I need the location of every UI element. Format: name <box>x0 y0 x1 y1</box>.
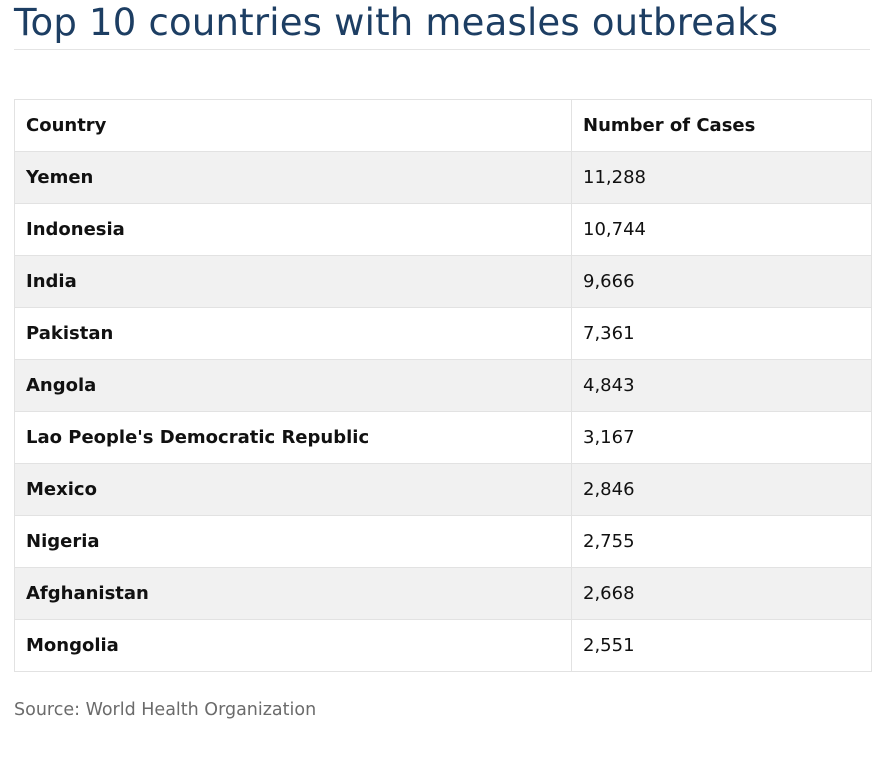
country-cell: Mexico <box>14 463 572 516</box>
cases-cell: 2,668 <box>571 567 872 620</box>
country-cell: Angola <box>14 359 572 412</box>
cases-cell: 7,361 <box>571 307 872 360</box>
cases-cell: 2,846 <box>571 463 872 516</box>
country-cell: Indonesia <box>14 203 572 256</box>
cases-cell: 10,744 <box>571 203 872 256</box>
page-title: Top 10 countries with measles outbreaks <box>14 1 779 44</box>
cases-cell: 11,288 <box>571 151 872 204</box>
table-row: India 9,666 <box>14 255 872 308</box>
table-row: Afghanistan 2,668 <box>14 567 872 620</box>
cases-cell: 9,666 <box>571 255 872 308</box>
table-row: Angola 4,843 <box>14 359 872 412</box>
table-row: Lao People's Democratic Republic 3,167 <box>14 411 872 464</box>
country-cell: Afghanistan <box>14 567 572 620</box>
country-cell: Mongolia <box>14 619 572 672</box>
title-divider <box>14 49 870 50</box>
table-row: Nigeria 2,755 <box>14 515 872 568</box>
table-row: Pakistan 7,361 <box>14 307 872 360</box>
country-cell: Nigeria <box>14 515 572 568</box>
country-cell: Yemen <box>14 151 572 204</box>
cases-cell: 2,755 <box>571 515 872 568</box>
table-row: Mongolia 2,551 <box>14 619 872 672</box>
table-row: Yemen 11,288 <box>14 151 872 204</box>
source-note: Source: World Health Organization <box>14 700 317 720</box>
measles-cases-table: Country Number of Cases Yemen 11,288 Ind… <box>14 99 872 672</box>
column-header-number-of-cases: Number of Cases <box>571 99 872 152</box>
country-cell: India <box>14 255 572 308</box>
column-header-country: Country <box>14 99 572 152</box>
country-cell: Lao People's Democratic Republic <box>14 411 572 464</box>
cases-cell: 4,843 <box>571 359 872 412</box>
table-row: Mexico 2,846 <box>14 463 872 516</box>
cases-cell: 2,551 <box>571 619 872 672</box>
cases-cell: 3,167 <box>571 411 872 464</box>
table-header-row: Country Number of Cases <box>14 99 872 152</box>
table-row: Indonesia 10,744 <box>14 203 872 256</box>
country-cell: Pakistan <box>14 307 572 360</box>
